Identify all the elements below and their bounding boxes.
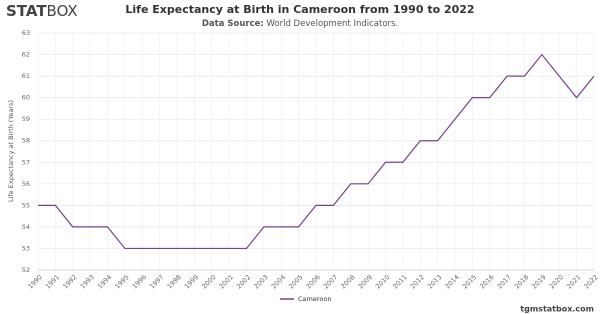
logo-bold: STAT [6,2,47,20]
y-tick-label: 63 [22,29,30,37]
y-tick-label: 62 [22,51,30,59]
x-tick-label: 1993 [79,273,96,290]
x-tick-label: 1995 [113,273,130,290]
chart-title: Life Expectancy at Birth in Cameroon fro… [125,3,474,16]
x-tick-label: 1998 [165,273,182,290]
x-tick-label: 2018 [513,273,530,290]
x-tick-label: 2017 [496,273,513,290]
x-tick-label: 2002 [235,273,252,290]
x-tick-label: 2012 [409,273,426,290]
y-tick-label: 58 [22,137,30,145]
x-tick-label: 1994 [96,273,113,290]
x-tick-label: 2011 [391,273,408,290]
y-tick-label: 57 [22,158,30,166]
x-tick-label: 2008 [339,273,356,290]
x-tick-label: 2022 [582,273,599,290]
x-tick-label: 2014 [443,273,460,290]
subtitle-label: Data Source: [202,19,264,29]
x-tick-label: 1990 [26,273,43,290]
x-tick-label: 1996 [131,273,148,290]
x-tick-label: 1991 [44,273,61,290]
y-tick-label: 53 [22,244,30,252]
y-tick-label: 56 [22,180,30,188]
y-tick-label: 59 [22,115,30,123]
logo: STATBOX [6,2,78,20]
x-tick-label: 2005 [287,273,304,290]
x-tick-label: 2020 [548,273,565,290]
series-line [38,53,595,250]
subtitle-text: World Development Indicators. [266,19,398,29]
y-tick-label: 61 [22,72,30,80]
y-tick-label: 52 [22,266,30,274]
y-tick-label: 54 [22,223,30,231]
x-tick-label: 2015 [461,273,478,290]
x-tick-label: 2009 [357,273,374,290]
x-tick-label: 2019 [530,273,547,290]
x-tick-label: 2000 [200,273,217,290]
x-tick-label: 1992 [61,273,78,290]
y-axis-label: Life Expectancy at Birth (Years) [7,100,15,202]
y-tick-label: 60 [22,94,30,102]
x-tick-label: 2004 [270,273,287,290]
x-tick-label: 2013 [426,273,443,290]
x-tick-label: 1999 [183,273,200,290]
subtitle: Data Source: World Development Indicator… [202,19,398,29]
x-tick-label: 2003 [252,273,269,290]
x-tick-label: 2016 [478,273,495,290]
x-tick-label: 1997 [148,273,165,290]
logo-light: BOX [47,2,78,20]
x-tick-label: 2021 [565,273,582,290]
x-tick-label: 2010 [374,273,391,290]
footer: tgmstatbox.com [520,305,594,314]
y-tick-label: 55 [22,201,30,209]
x-tick-label: 2007 [322,273,339,290]
legend-label: Cameroon [298,295,331,303]
x-tick-label: 2006 [304,273,321,290]
x-tick-label: 2001 [218,273,235,290]
